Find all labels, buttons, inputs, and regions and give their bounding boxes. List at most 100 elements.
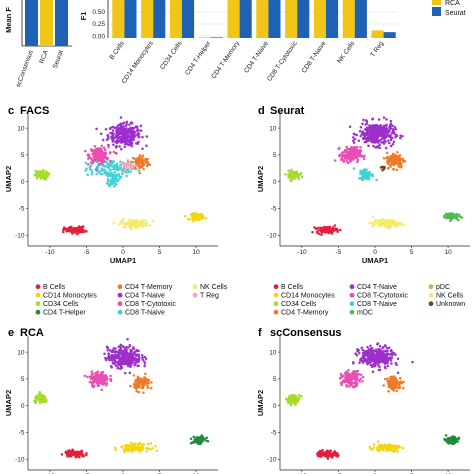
umap-point [93,158,96,161]
umap-point [291,397,294,400]
umap-point [340,383,343,387]
umap-point [367,171,371,174]
umap-point [382,223,385,227]
umap-point [99,150,102,153]
umap-point [129,441,133,444]
umap-point [88,165,92,169]
umap-point [111,129,115,132]
umap-point [366,345,369,349]
umap-point [129,227,133,230]
umap-x-tick-label: 0 [373,249,377,256]
cluster-cd8-t-cytotoxic [338,369,365,389]
umap-point [397,156,400,160]
umap-point [330,230,334,233]
umap-point [357,154,361,158]
f1-xtick-t-reg: T Reg [369,40,385,59]
umap-point [144,357,148,361]
umap-point [104,358,108,362]
umap-point [402,380,405,384]
umap-point [346,161,350,165]
umap-point [120,357,124,360]
cluster-cd4-t-memory [129,372,153,394]
umap-point [129,362,132,365]
umap-y-tick-label: 0 [273,179,277,186]
umap-point [382,384,385,387]
umap-point [137,349,140,353]
umap-point [140,354,144,357]
umap-point [453,438,456,442]
umap-point [82,228,85,232]
umap-point [123,352,127,355]
umap-point [353,385,356,389]
umap-point [396,386,400,389]
umap-point [120,352,124,356]
umap-point [396,161,400,164]
umap-y-tick-label: -5 [19,206,25,213]
umap-point [284,397,288,401]
umap-point [392,140,396,144]
umap-point [376,126,380,130]
umap-point [378,124,382,128]
umap-point [354,373,358,377]
umap-point [389,164,392,167]
umap-point [352,141,356,144]
umap-point [112,125,115,129]
umap-point [371,359,375,363]
f1-bar-rca-cd4-t-helper [198,37,211,38]
umap-point [100,173,104,176]
umap-point [328,228,332,232]
umap-point [284,173,287,176]
umap-x-tick-label: -10 [45,249,55,256]
umap-point [105,375,109,379]
umap-point [340,158,343,162]
umap-point [132,157,135,160]
umap-point [363,359,367,363]
umap-point [104,128,108,131]
umap-point [149,442,153,445]
umap-point [383,349,387,353]
umap-point [317,454,321,457]
umap-point [143,362,147,365]
umap-point [141,356,144,360]
umap-point [129,348,132,352]
legend-swatch-unknown [428,301,434,307]
umap-point [349,151,353,154]
umap-point [128,344,132,348]
umap-point [383,139,387,143]
umap-point [373,353,377,356]
umap-point [383,165,386,169]
f1-xtick-cd14-monocytes: CD14 Monocytes [121,40,156,85]
legend-label-cd8-t-cytotoxic: CD8 T-Cytotoxic [125,301,176,308]
umap-point [65,450,69,454]
umap-point [125,139,129,142]
mean-f1-bar-seurat [55,0,68,46]
umap-point [386,226,390,230]
umap-point [130,138,133,142]
umap-point [137,164,140,167]
legend-swatch-b-cells [273,284,279,290]
umap-point [367,175,371,178]
cluster-b-cells [311,224,342,237]
umap-point [401,446,405,450]
umap-point [123,371,127,375]
umap-point [372,138,375,141]
cluster-cd8-t-naive [352,167,378,182]
umap-point [352,167,356,170]
umap-point [298,397,301,401]
umap-point [333,159,337,162]
umap-point [446,440,449,444]
umap-point [292,394,295,397]
umap-point [189,441,193,445]
umap-point [122,225,126,229]
umap-point [136,377,140,381]
umap-point [384,344,387,348]
umap-point [69,450,72,454]
umap-point [107,146,110,149]
umap-point [62,228,65,231]
umap-point [134,160,137,163]
umap-point [135,386,139,390]
umap-point [94,377,98,380]
umap-point [367,348,371,351]
umap-point [84,230,88,233]
umap-point [97,162,101,166]
